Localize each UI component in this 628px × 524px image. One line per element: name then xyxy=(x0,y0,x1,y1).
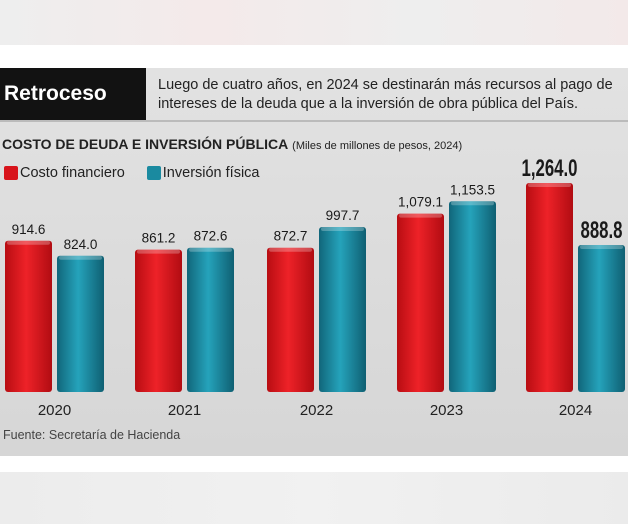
bar-highlight xyxy=(189,247,232,252)
bar-highlight xyxy=(399,213,442,218)
legend-item-costo: Costo financiero xyxy=(4,165,125,181)
bar-highlight xyxy=(580,245,623,250)
data-label: 872.6 xyxy=(194,229,228,244)
data-label: 997.7 xyxy=(326,208,360,223)
data-label: 1,264.0 xyxy=(521,155,577,182)
bar-highlight xyxy=(269,247,312,252)
bar-inversion-2020 xyxy=(57,255,104,392)
bar-highlight xyxy=(7,240,50,245)
chart-title: COSTO DE DEUDA E INVERSIÓN PÚBLICA xyxy=(2,136,289,152)
data-label: 888.8 xyxy=(580,217,622,244)
bar-costo-2022 xyxy=(267,247,314,392)
source-note: Fuente: Secretaría de Hacienda xyxy=(3,428,181,442)
data-label: 872.7 xyxy=(274,229,308,244)
bar-inversion-2021 xyxy=(187,247,234,392)
background-bottom xyxy=(0,472,628,524)
x-tick-label: 2020 xyxy=(38,402,71,419)
bar-costo-2020 xyxy=(5,240,52,392)
legend: Costo financiero Inversión física xyxy=(4,165,260,181)
data-label: 914.6 xyxy=(12,222,46,237)
bar-inversion-2022 xyxy=(319,227,366,392)
bar-costo-2024 xyxy=(526,183,573,392)
bar-costo-2021 xyxy=(135,249,182,392)
x-tick-label: 2023 xyxy=(430,402,463,419)
bar-inversion-2023 xyxy=(449,201,496,392)
data-label: 1,153.5 xyxy=(450,182,495,197)
bar-highlight xyxy=(451,201,494,206)
infographic-panel: Retroceso Luego de cuatro años, en 2024 … xyxy=(0,68,628,456)
legend-swatch-red xyxy=(4,166,18,180)
divider xyxy=(0,120,628,122)
x-tick-label: 2024 xyxy=(559,402,592,419)
bar-highlight xyxy=(528,183,571,187)
chart-units: (Miles de millones de pesos, 2024) xyxy=(292,140,463,152)
headline: Retroceso xyxy=(0,68,146,120)
bar-chart: 914.6 824.0 2020 861.2 872.6 2021 872.7 997.7 20… xyxy=(5,155,625,419)
legend-swatch-teal xyxy=(146,166,161,180)
bar-highlight xyxy=(59,255,102,260)
bar-highlight xyxy=(321,227,364,232)
legend-label: Inversión física xyxy=(162,165,260,181)
data-label: 1,079.1 xyxy=(398,195,443,210)
x-tick-label: 2021 xyxy=(168,402,201,419)
background-top xyxy=(0,0,628,45)
data-label: 861.2 xyxy=(142,231,176,246)
bar-highlight xyxy=(137,249,180,254)
legend-item-inversion: Inversión física xyxy=(146,165,260,181)
bar-inversion-2024 xyxy=(578,245,625,392)
bar-costo-2023 xyxy=(397,213,444,392)
data-label: 824.0 xyxy=(64,237,98,252)
legend-label: Costo financiero xyxy=(20,165,125,181)
x-tick-label: 2022 xyxy=(300,402,333,419)
chart-title-row: COSTO DE DEUDA E INVERSIÓN PÚBLICA (Mile… xyxy=(2,136,462,152)
headline-subtitle: Luego de cuatro años, en 2024 se destina… xyxy=(158,77,613,112)
